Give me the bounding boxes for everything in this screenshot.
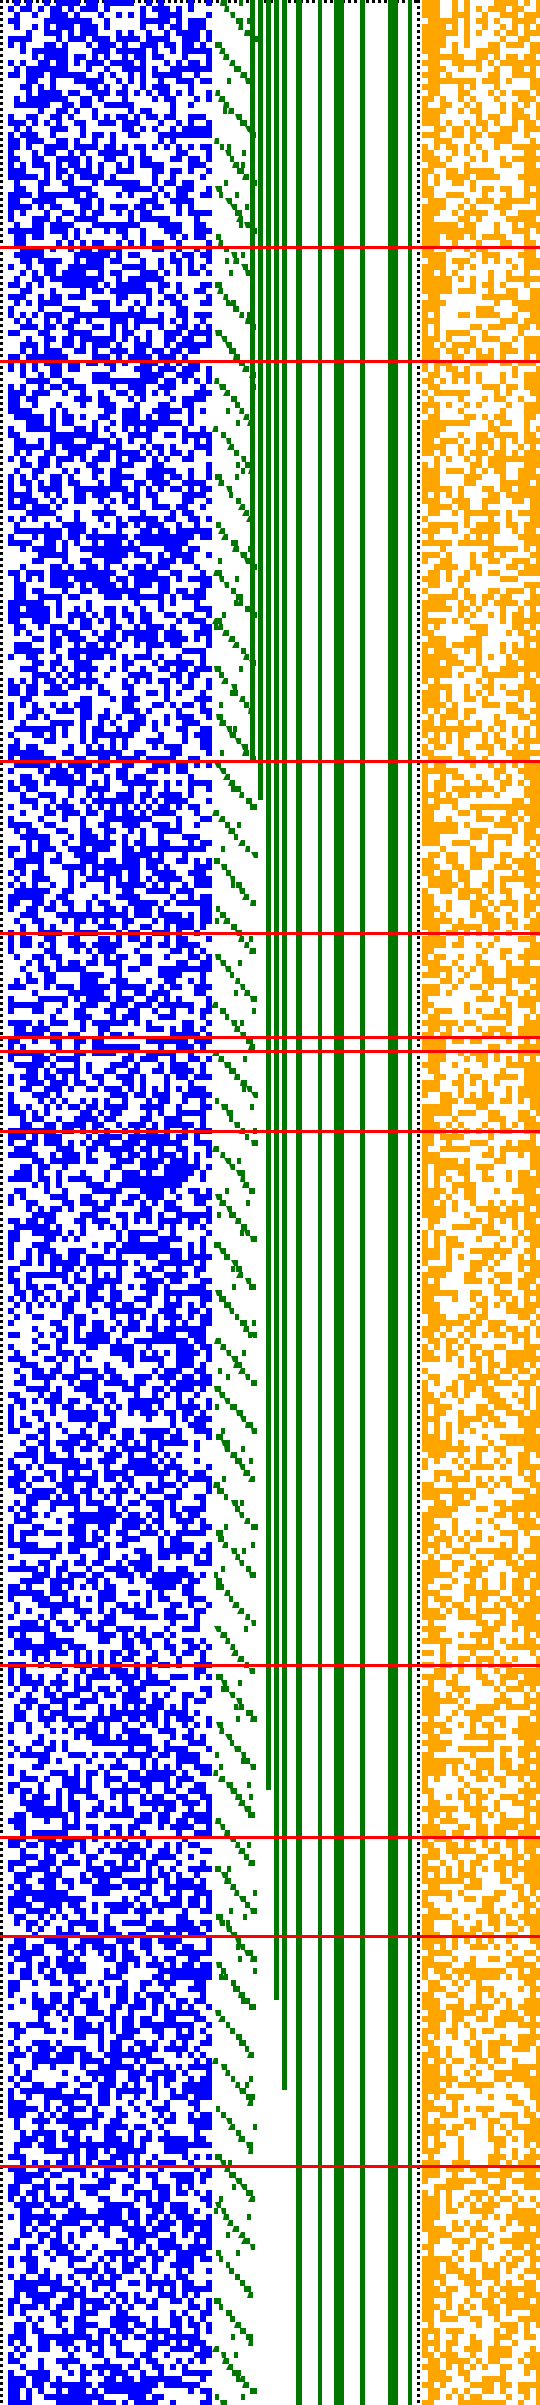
left-dotted-line: [0, 0, 3, 2403]
green-inner-bar-2: [258, 0, 263, 800]
green-vertical-bars: [250, 0, 412, 2405]
red-line-2: [0, 360, 540, 363]
green-bar-2: [318, 0, 322, 2405]
green-inner-bar-3: [266, 0, 271, 1790]
red-line-9: [0, 1836, 540, 1839]
green-staircase-cells: [211, 0, 258, 2405]
red-line-8: [0, 1664, 540, 1667]
green-bar-6: [408, 0, 412, 2405]
red-line-3: [0, 760, 540, 763]
red-line-4: [0, 932, 540, 935]
green-staircase-field: [211, 0, 258, 2405]
orange-noise-cells: [422, 0, 540, 2405]
red-line-7: [0, 1130, 540, 1133]
red-line-10: [0, 1935, 540, 1938]
green-bar-4: [360, 0, 365, 2405]
left-dotted-border: [0, 0, 3, 2403]
red-line-11: [0, 2165, 540, 2168]
red-horizontal-lines: [0, 246, 540, 2168]
red-line-1: [0, 246, 540, 249]
green-inner-bar-5: [282, 0, 287, 2090]
green-inner-bar-4: [274, 0, 279, 2000]
blue-noise-field: [8, 0, 212, 2405]
green-bar-3: [334, 0, 344, 2405]
center-dotted-line: [417, 0, 420, 2403]
green-inner-bar-1: [250, 0, 255, 760]
center-dotted-divider: [417, 0, 420, 2403]
green-bar-1: [296, 0, 302, 2405]
green-bar-5: [388, 0, 398, 2405]
orange-noise-field: [422, 0, 540, 2405]
blue-noise-cells: [8, 0, 212, 2405]
red-line-6: [0, 1050, 540, 1053]
red-line-5: [0, 1036, 540, 1039]
